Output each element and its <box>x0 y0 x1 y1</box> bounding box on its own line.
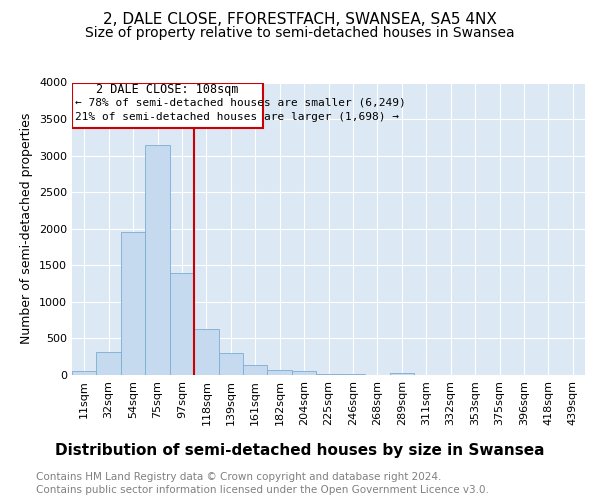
Bar <box>341 374 365 375</box>
Text: Contains HM Land Registry data © Crown copyright and database right 2024.: Contains HM Land Registry data © Crown c… <box>36 472 442 482</box>
Text: 21% of semi-detached houses are larger (1,698) →: 21% of semi-detached houses are larger (… <box>75 112 399 122</box>
FancyBboxPatch shape <box>73 82 263 128</box>
Y-axis label: Number of semi-detached properties: Number of semi-detached properties <box>20 113 34 344</box>
Bar <box>292 372 316 375</box>
Bar <box>170 272 194 375</box>
Bar <box>316 374 341 375</box>
Text: Size of property relative to semi-detached houses in Swansea: Size of property relative to semi-detach… <box>85 26 515 40</box>
Text: Contains public sector information licensed under the Open Government Licence v3: Contains public sector information licen… <box>36 485 489 495</box>
Bar <box>145 144 170 375</box>
Text: ← 78% of semi-detached houses are smaller (6,249): ← 78% of semi-detached houses are smalle… <box>75 98 406 108</box>
Bar <box>268 370 292 375</box>
Bar <box>72 372 97 375</box>
Text: 2 DALE CLOSE: 108sqm: 2 DALE CLOSE: 108sqm <box>96 84 239 96</box>
Bar <box>243 365 268 375</box>
Bar <box>121 232 145 375</box>
Text: Distribution of semi-detached houses by size in Swansea: Distribution of semi-detached houses by … <box>55 442 545 458</box>
Bar <box>218 353 243 375</box>
Bar <box>97 352 121 375</box>
Text: 2, DALE CLOSE, FFORESTFACH, SWANSEA, SA5 4NX: 2, DALE CLOSE, FFORESTFACH, SWANSEA, SA5… <box>103 12 497 28</box>
Bar <box>194 329 218 375</box>
Bar <box>389 373 414 375</box>
